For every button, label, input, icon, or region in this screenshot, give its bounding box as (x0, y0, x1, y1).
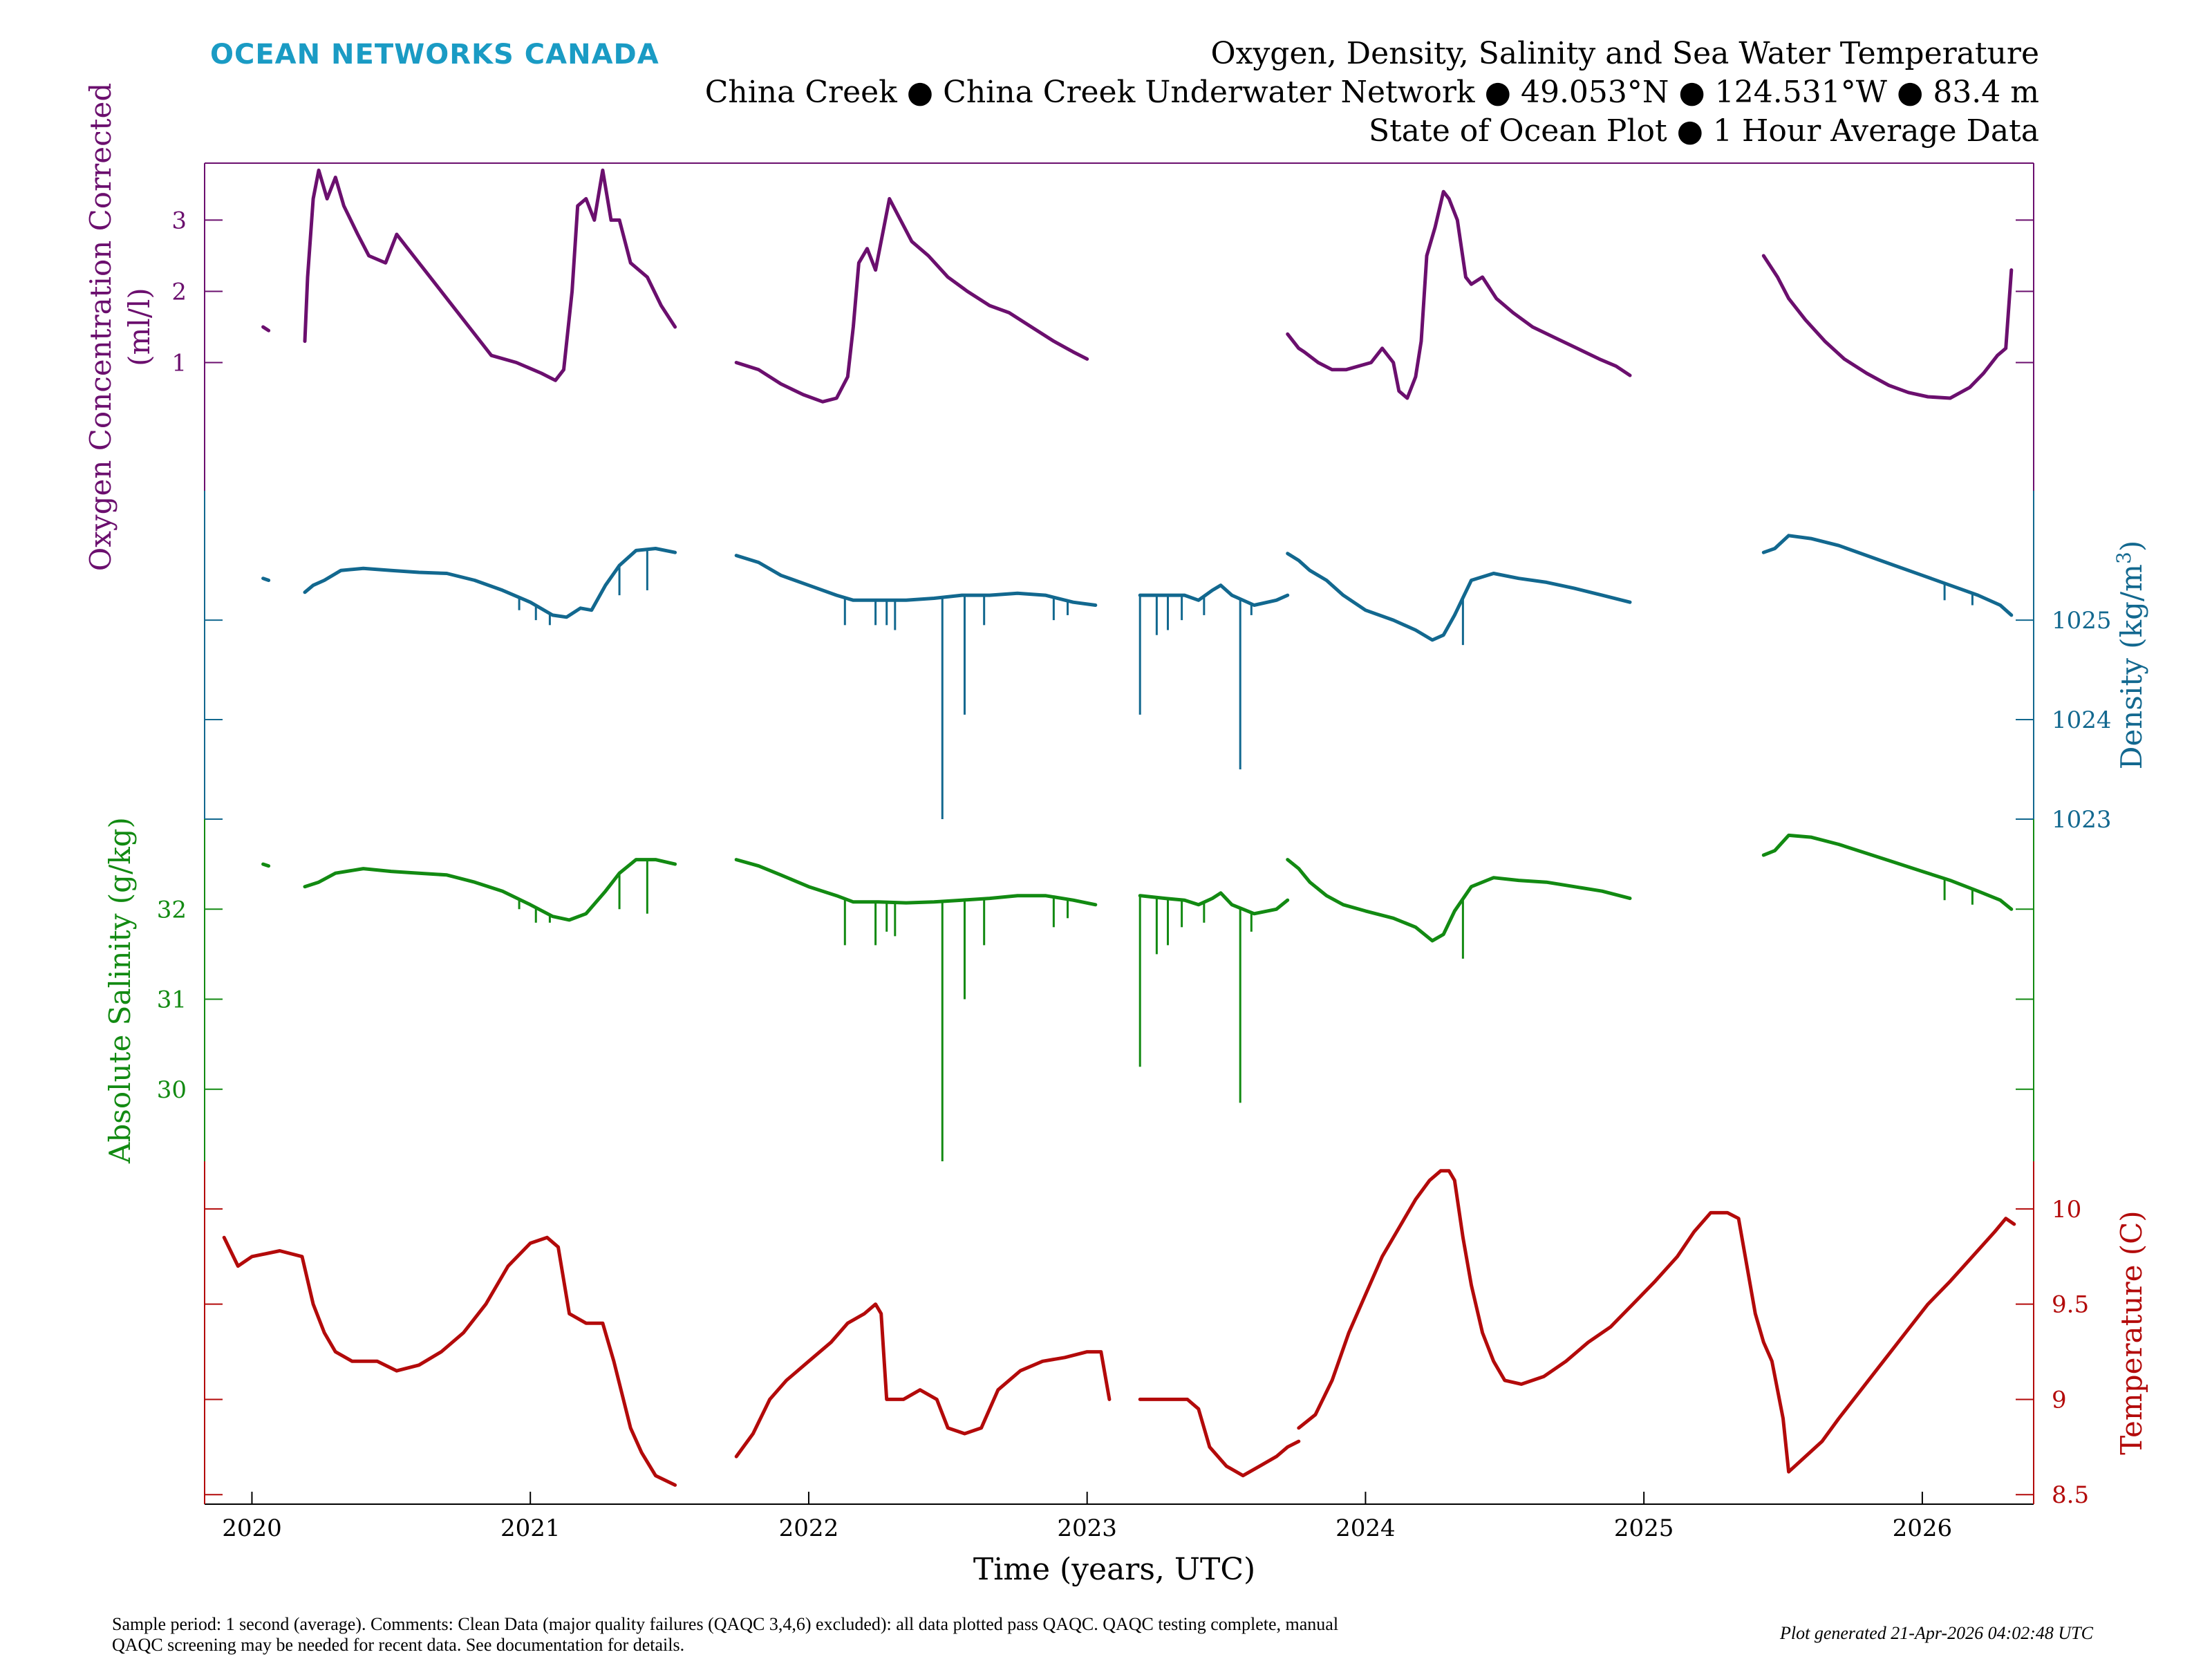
series-segment-6 (1761, 534, 2014, 617)
panel-2: 1023 1024 1025 Density (kg/m3) (204, 491, 2148, 834)
series-segment-1 (222, 1235, 677, 1487)
panel-3: 30 31 32 Absolute Salinity (g/kg) (103, 817, 2034, 1164)
y-tick-label: 1024 (2052, 706, 2112, 734)
x-tick-label: 2024 (1335, 1515, 1396, 1542)
x-axis-label: Time (years, UTC) (973, 1552, 1255, 1587)
y-tick-label: 3 (171, 207, 187, 234)
series-segment-2 (303, 168, 677, 382)
series-segment-1 (261, 862, 271, 868)
plot-generated-stamp: Plot generated 21-Apr-2026 04:02:48 UTC (1780, 1623, 2093, 1643)
y-axis-label: Temperature (C) (2115, 1210, 2148, 1454)
x-tick-label: 2026 (1893, 1515, 1953, 1542)
series-segment-4 (1138, 583, 1290, 607)
y-axis-label-line1: Oxygen Concentration Corrected (84, 83, 118, 571)
chart-subtitle-location: China Creek ● China Creek Underwater Net… (705, 75, 2039, 110)
y-tick-label: 9 (2052, 1386, 2067, 1414)
series-segment-3 (734, 858, 1098, 907)
y-tick-label: 30 (157, 1076, 187, 1104)
x-tick-label: 2021 (500, 1515, 561, 1542)
series-segment-3 (734, 554, 1098, 607)
series-segment-6 (1761, 833, 2014, 911)
chart-subtitle-plot-type: State of Ocean Plot ● 1 Hour Average Dat… (1369, 113, 2039, 149)
y-tick-label: 1 (171, 350, 187, 377)
x-tick-label: 2023 (1057, 1515, 1117, 1542)
series-segment-1 (261, 325, 271, 332)
series-segment-3 (734, 197, 1089, 404)
y-tick-label: 2 (171, 278, 187, 306)
series-segment-5 (1286, 552, 1632, 642)
y-tick-label: 1025 (2052, 607, 2112, 635)
x-tick-label: 2025 (1614, 1515, 1674, 1542)
series-segment-2 (303, 858, 677, 922)
series-segment-2 (734, 1302, 1112, 1459)
y-axis-label-main: Density (kg/m (2115, 564, 2148, 769)
y-tick-label: 32 (157, 896, 187, 924)
series-segment-4 (1138, 891, 1290, 916)
series-segment-4 (1297, 1169, 2016, 1474)
y-axis-label: Density (kg/m3) (2112, 541, 2148, 769)
x-tick-label: 2020 (222, 1515, 282, 1542)
series-segment-5 (1761, 254, 2014, 400)
brand-logo: OCEAN NETWORKS CANADA (210, 39, 659, 71)
footer-comments-line2: QAQC screening may be needed for recent … (112, 1635, 685, 1655)
y-axis-label: Absolute Salinity (g/kg) (103, 817, 137, 1164)
panel-1: 1 2 3 Oxygen Concentration Corrected (ml/l) (84, 83, 2034, 571)
y-axis-label-superscript: 3 (2112, 552, 2135, 564)
chart-title: Oxygen, Density, Salinity and Sea Water … (1211, 36, 2039, 71)
x-tick-label: 2022 (779, 1515, 839, 1542)
y-axis-label-line2: (ml/l) (122, 288, 156, 366)
series-segment-5 (1286, 858, 1632, 943)
plot-area: 2020 2021 2022 2023 2024 2025 2026 1 2 3 Oxygen Co… (84, 83, 2148, 1542)
series-segment-1 (261, 577, 271, 582)
series-segment-3 (1138, 1397, 1301, 1478)
y-tick-label: 1023 (2052, 806, 2112, 834)
y-axis-label-close: ) (2115, 541, 2148, 552)
series-segment-2 (303, 547, 677, 619)
y-tick-label: 9.5 (2052, 1291, 2089, 1319)
y-tick-label: 10 (2052, 1196, 2081, 1224)
y-tick-label: 31 (157, 986, 187, 1014)
footer-comments: Sample period: 1 second (average). Comme… (112, 1614, 1785, 1656)
y-tick-label: 8.5 (2052, 1481, 2089, 1509)
series-segment-4 (1286, 189, 1632, 400)
y-axis-label: Oxygen Concentration Corrected (ml/l) (84, 83, 156, 571)
panel-4: 8.5 9 9.5 10 Temperature (C) (204, 1161, 2148, 1509)
footer-comments-line1: Sample period: 1 second (average). Comme… (112, 1614, 1339, 1634)
